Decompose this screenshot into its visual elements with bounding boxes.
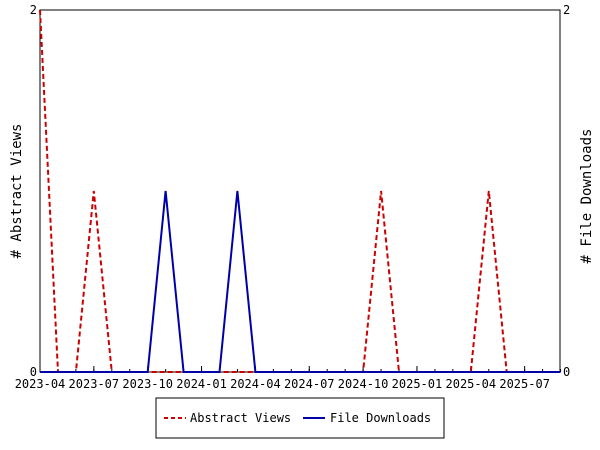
x-tick-label: 2024-07	[284, 377, 335, 391]
legend-box	[155, 397, 445, 439]
y-tick-label-right: 2	[563, 3, 570, 17]
y-tick-label-left: 2	[30, 3, 37, 17]
x-tick-label: 2025-07	[499, 377, 550, 391]
legend: Abstract Views File Downloads	[155, 397, 445, 439]
legend-label-abstract-views: Abstract Views	[190, 411, 291, 425]
tick-labels: 2023-04 2023-07 2023-10 2024-01 2024-04 2024-…	[15, 3, 571, 391]
x-tick-label: 2024-01	[176, 377, 227, 391]
series-layer	[39, 9, 561, 373]
legend-label-file-downloads: File Downloads	[330, 411, 431, 425]
series-line-abstract-views	[39, 9, 561, 373]
x-tick-label: 2024-10	[338, 377, 389, 391]
y-axis-label-right: # File Downloads	[579, 129, 595, 264]
plot-frame	[39, 9, 561, 373]
y-tick-label-left: 0	[30, 365, 37, 379]
x-tick-label: 2023-04	[15, 377, 66, 391]
y-axis-label-left: # Abstract Views	[9, 124, 25, 259]
y-tick-label-right: 0	[563, 365, 570, 379]
x-tick-label: 2025-01	[392, 377, 443, 391]
x-tick-label: 2025-04	[446, 377, 497, 391]
x-tick-label: 2024-04	[230, 377, 281, 391]
x-tick-label: 2023-10	[122, 377, 173, 391]
x-tick-label: 2023-07	[69, 377, 120, 391]
series-line-file-downloads	[40, 190, 561, 373]
